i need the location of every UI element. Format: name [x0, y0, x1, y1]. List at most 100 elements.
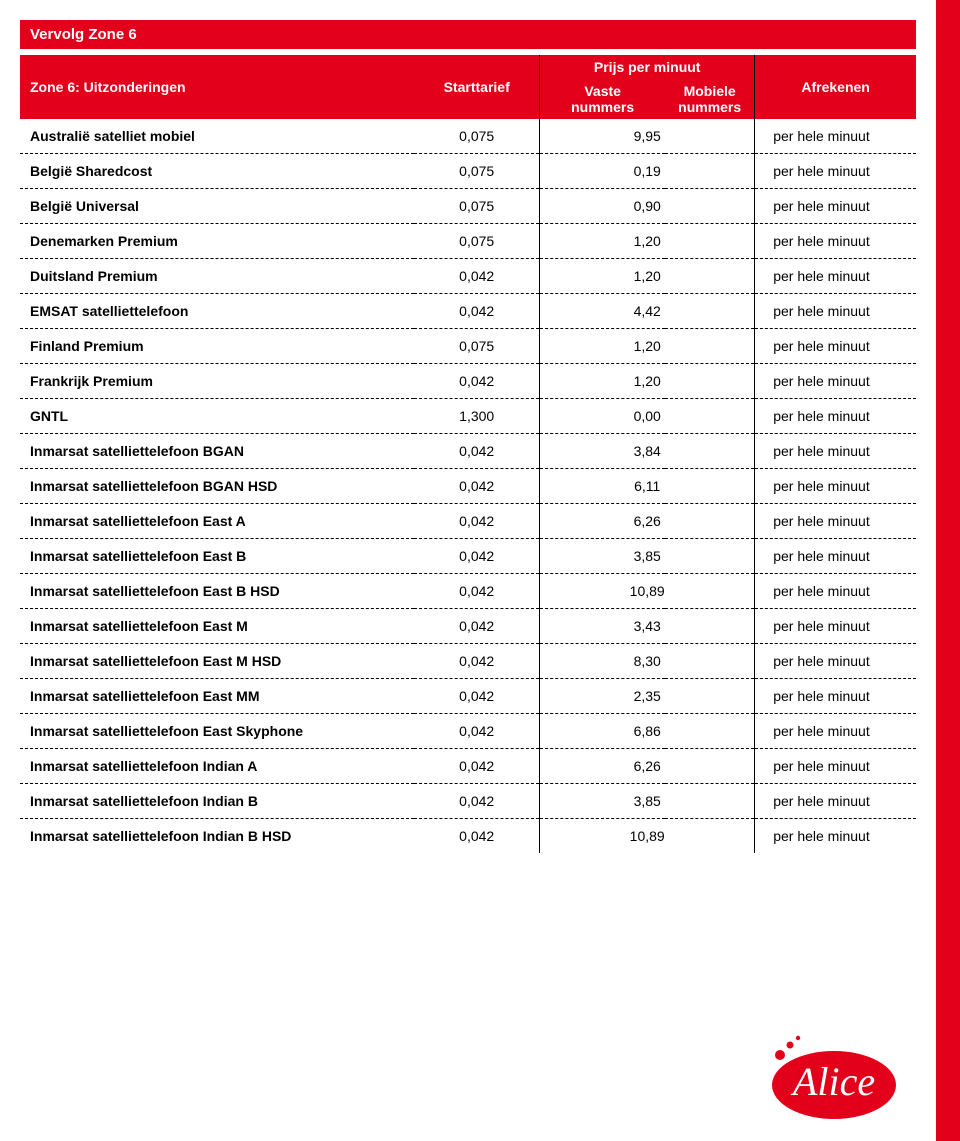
table-body: Australië satelliet mobiel0,0759,95per h…	[20, 119, 916, 853]
cell-price: 4,42	[540, 294, 755, 329]
table-row: Inmarsat satelliettelefoon East B0,0423,…	[20, 539, 916, 574]
cell-starttarief: 0,042	[414, 609, 539, 644]
table-row: Finland Premium0,0751,20per hele minuut	[20, 329, 916, 364]
page-title: Vervolg Zone 6	[20, 20, 916, 49]
table-row: België Universal0,0750,90per hele minuut	[20, 189, 916, 224]
cell-starttarief: 0,042	[414, 714, 539, 749]
cell-name: Duitsland Premium	[20, 259, 414, 294]
cell-afrekenen: per hele minuut	[755, 504, 916, 539]
cell-starttarief: 0,042	[414, 504, 539, 539]
table-row: Inmarsat satelliettelefoon BGAN0,0423,84…	[20, 434, 916, 469]
cell-afrekenen: per hele minuut	[755, 329, 916, 364]
cell-name: Inmarsat satelliettelefoon East Skyphone	[20, 714, 414, 749]
brand-logo: Alice	[756, 1033, 906, 1123]
cell-name: Denemarken Premium	[20, 224, 414, 259]
cell-afrekenen: per hele minuut	[755, 399, 916, 434]
cell-price: 0,90	[540, 189, 755, 224]
col-header-group: Prijs per minuut	[540, 55, 755, 79]
cell-afrekenen: per hele minuut	[755, 259, 916, 294]
cell-price: 8,30	[540, 644, 755, 679]
cell-name: Inmarsat satelliettelefoon East MM	[20, 679, 414, 714]
col-header-vaste-l1: Vaste	[584, 83, 621, 99]
cell-starttarief: 0,042	[414, 539, 539, 574]
cell-afrekenen: per hele minuut	[755, 784, 916, 819]
cell-afrekenen: per hele minuut	[755, 644, 916, 679]
cell-afrekenen: per hele minuut	[755, 679, 916, 714]
col-header-afrekenen: Afrekenen	[755, 55, 916, 119]
cell-price: 6,86	[540, 714, 755, 749]
table-row: Inmarsat satelliettelefoon East M HSD0,0…	[20, 644, 916, 679]
cell-afrekenen: per hele minuut	[755, 189, 916, 224]
table-row: Inmarsat satelliettelefoon Indian A0,042…	[20, 749, 916, 784]
cell-starttarief: 0,075	[414, 154, 539, 189]
cell-afrekenen: per hele minuut	[755, 714, 916, 749]
table-row: Inmarsat satelliettelefoon East B HSD0,0…	[20, 574, 916, 609]
cell-starttarief: 1,300	[414, 399, 539, 434]
col-header-vaste-l2: nummers	[571, 99, 634, 115]
cell-afrekenen: per hele minuut	[755, 819, 916, 854]
cell-name: Inmarsat satelliettelefoon BGAN	[20, 434, 414, 469]
brand-logo-text: Alice	[790, 1059, 875, 1104]
table-row: Inmarsat satelliettelefoon BGAN HSD0,042…	[20, 469, 916, 504]
cell-name: EMSAT satelliettelefoon	[20, 294, 414, 329]
cell-name: Inmarsat satelliettelefoon East M	[20, 609, 414, 644]
cell-name: Frankrijk Premium	[20, 364, 414, 399]
table-row: Inmarsat satelliettelefoon East MM0,0422…	[20, 679, 916, 714]
cell-starttarief: 0,075	[414, 329, 539, 364]
table-header: Zone 6: Uitzonderingen Starttarief Prijs…	[20, 55, 916, 119]
cell-afrekenen: per hele minuut	[755, 469, 916, 504]
cell-starttarief: 0,042	[414, 749, 539, 784]
cell-name: Inmarsat satelliettelefoon Indian B HSD	[20, 819, 414, 854]
cell-starttarief: 0,042	[414, 294, 539, 329]
cell-name: GNTL	[20, 399, 414, 434]
cell-price: 6,26	[540, 504, 755, 539]
cell-name: België Universal	[20, 189, 414, 224]
cell-price: 6,11	[540, 469, 755, 504]
cell-price: 1,20	[540, 364, 755, 399]
cell-price: 6,26	[540, 749, 755, 784]
cell-name: Inmarsat satelliettelefoon Indian B	[20, 784, 414, 819]
table-row: België Sharedcost0,0750,19per hele minuu…	[20, 154, 916, 189]
cell-price: 10,89	[540, 574, 755, 609]
cell-starttarief: 0,042	[414, 644, 539, 679]
cell-afrekenen: per hele minuut	[755, 539, 916, 574]
table-row: Inmarsat satelliettelefoon Indian B HSD0…	[20, 819, 916, 854]
cell-name: Inmarsat satelliettelefoon East B	[20, 539, 414, 574]
col-header-mob-l2: nummers	[678, 99, 741, 115]
cell-name: Inmarsat satelliettelefoon East B HSD	[20, 574, 414, 609]
cell-price: 0,00	[540, 399, 755, 434]
table-row: Inmarsat satelliettelefoon East Skyphone…	[20, 714, 916, 749]
cell-price: 1,20	[540, 329, 755, 364]
col-header-name: Zone 6: Uitzonderingen	[20, 55, 414, 119]
cell-afrekenen: per hele minuut	[755, 434, 916, 469]
cell-name: Inmarsat satelliettelefoon East A	[20, 504, 414, 539]
col-header-vaste: Vaste nummers	[540, 79, 665, 119]
cell-afrekenen: per hele minuut	[755, 609, 916, 644]
cell-starttarief: 0,042	[414, 364, 539, 399]
cell-afrekenen: per hele minuut	[755, 364, 916, 399]
page: Vervolg Zone 6 Zone 6: Uitzonderingen St…	[0, 0, 960, 1141]
cell-price: 1,20	[540, 259, 755, 294]
col-header-starttarief: Starttarief	[414, 55, 539, 119]
side-bar	[936, 0, 960, 1141]
cell-name: Inmarsat satelliettelefoon Indian A	[20, 749, 414, 784]
cell-starttarief: 0,042	[414, 434, 539, 469]
cell-price: 9,95	[540, 119, 755, 154]
cell-price: 0,19	[540, 154, 755, 189]
cell-price: 3,43	[540, 609, 755, 644]
table-row: Inmarsat satelliettelefoon Indian B0,042…	[20, 784, 916, 819]
pricing-table: Zone 6: Uitzonderingen Starttarief Prijs…	[20, 55, 916, 853]
cell-price: 3,85	[540, 539, 755, 574]
col-header-mobiele: Mobiele nummers	[665, 79, 755, 119]
cell-name: Inmarsat satelliettelefoon East M HSD	[20, 644, 414, 679]
table-row: Australië satelliet mobiel0,0759,95per h…	[20, 119, 916, 154]
table-row: GNTL1,3000,00per hele minuut	[20, 399, 916, 434]
cell-afrekenen: per hele minuut	[755, 749, 916, 784]
cell-starttarief: 0,075	[414, 119, 539, 154]
col-header-mob-l1: Mobiele	[684, 83, 736, 99]
cell-starttarief: 0,042	[414, 784, 539, 819]
cell-name: Inmarsat satelliettelefoon BGAN HSD	[20, 469, 414, 504]
cell-name: Finland Premium	[20, 329, 414, 364]
cell-starttarief: 0,042	[414, 259, 539, 294]
cell-afrekenen: per hele minuut	[755, 154, 916, 189]
